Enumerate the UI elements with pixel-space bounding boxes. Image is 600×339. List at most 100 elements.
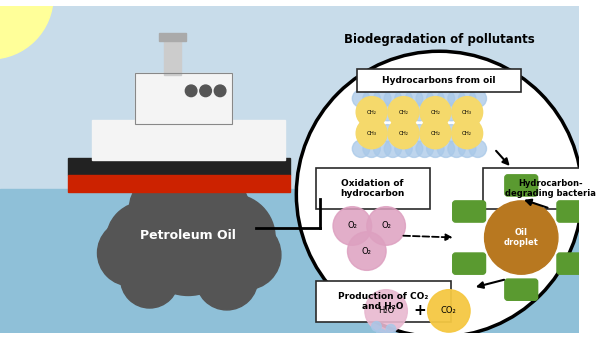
Circle shape — [427, 90, 444, 107]
Text: CH₂: CH₂ — [398, 131, 409, 136]
Bar — [164, 35, 181, 75]
Circle shape — [437, 90, 455, 107]
Circle shape — [374, 140, 391, 157]
FancyBboxPatch shape — [505, 175, 538, 196]
Circle shape — [352, 140, 370, 157]
FancyBboxPatch shape — [453, 201, 485, 222]
Circle shape — [458, 140, 476, 157]
Circle shape — [379, 125, 396, 142]
Circle shape — [452, 118, 482, 149]
Circle shape — [367, 207, 406, 245]
Circle shape — [428, 290, 470, 332]
Circle shape — [356, 97, 387, 127]
Text: CH₃: CH₃ — [367, 131, 377, 136]
Text: H₂O: H₂O — [378, 306, 394, 315]
Text: Petroleum Oil: Petroleum Oil — [140, 229, 236, 242]
Circle shape — [384, 90, 401, 107]
Circle shape — [406, 140, 423, 157]
FancyBboxPatch shape — [557, 201, 590, 222]
Text: O₂: O₂ — [381, 221, 391, 231]
Text: Hydrocarbons from oil: Hydrocarbons from oil — [382, 76, 496, 85]
Circle shape — [211, 220, 281, 290]
Circle shape — [406, 90, 423, 107]
Circle shape — [130, 174, 199, 243]
Circle shape — [0, 0, 53, 59]
Text: CH₂: CH₂ — [367, 109, 377, 115]
Circle shape — [411, 103, 428, 121]
Circle shape — [388, 118, 419, 149]
Bar — [68, 175, 290, 192]
Circle shape — [155, 160, 225, 230]
Text: +: + — [413, 303, 426, 318]
Text: CH₂: CH₂ — [462, 131, 472, 136]
Circle shape — [356, 118, 387, 149]
Circle shape — [469, 90, 487, 107]
Circle shape — [352, 90, 370, 107]
Circle shape — [416, 140, 433, 157]
Circle shape — [379, 103, 396, 121]
Circle shape — [371, 321, 381, 331]
Circle shape — [106, 202, 184, 279]
Text: Hydrocarbon-
degrading bacteria: Hydrocarbon- degrading bacteria — [505, 179, 596, 198]
Bar — [135, 74, 232, 124]
Circle shape — [384, 140, 401, 157]
Text: CH₂: CH₂ — [430, 131, 440, 136]
Circle shape — [121, 250, 179, 308]
Circle shape — [386, 324, 396, 334]
Circle shape — [138, 195, 238, 296]
Circle shape — [376, 329, 386, 339]
Text: CO₂: CO₂ — [441, 306, 457, 315]
Circle shape — [388, 97, 419, 127]
Circle shape — [416, 90, 433, 107]
Circle shape — [200, 85, 211, 97]
Circle shape — [443, 103, 460, 121]
Bar — [357, 68, 521, 92]
Polygon shape — [68, 158, 290, 175]
Bar — [0, 189, 579, 333]
Circle shape — [363, 140, 380, 157]
Text: O₂: O₂ — [347, 221, 357, 231]
Circle shape — [420, 97, 451, 127]
Circle shape — [176, 172, 249, 245]
Circle shape — [437, 140, 455, 157]
Text: Oil
droplet: Oil droplet — [504, 228, 539, 247]
Bar — [159, 33, 186, 41]
Bar — [92, 120, 285, 160]
FancyBboxPatch shape — [505, 279, 538, 300]
Circle shape — [427, 140, 444, 157]
Text: O₂: O₂ — [362, 246, 372, 256]
Circle shape — [420, 118, 451, 149]
Circle shape — [188, 194, 275, 281]
Circle shape — [469, 140, 487, 157]
Bar — [316, 281, 451, 321]
Circle shape — [448, 140, 465, 157]
Circle shape — [97, 220, 163, 286]
Text: CH₃: CH₃ — [462, 109, 472, 115]
Circle shape — [185, 85, 197, 97]
Circle shape — [196, 248, 258, 310]
FancyBboxPatch shape — [453, 253, 485, 274]
Bar — [135, 74, 232, 124]
Circle shape — [374, 90, 391, 107]
Circle shape — [363, 90, 380, 107]
Circle shape — [296, 51, 582, 337]
Circle shape — [443, 125, 460, 142]
Circle shape — [333, 207, 371, 245]
Circle shape — [458, 90, 476, 107]
Circle shape — [485, 201, 558, 274]
Bar — [316, 168, 430, 208]
FancyBboxPatch shape — [557, 253, 590, 274]
Bar — [482, 168, 600, 208]
Circle shape — [347, 232, 386, 271]
Circle shape — [452, 97, 482, 127]
Circle shape — [395, 140, 412, 157]
Circle shape — [395, 90, 412, 107]
Circle shape — [411, 125, 428, 142]
Circle shape — [365, 290, 407, 332]
Text: CH₂: CH₂ — [430, 109, 440, 115]
Text: Oxidation of
hydrocarbon: Oxidation of hydrocarbon — [340, 179, 405, 198]
Text: Production of CO₂
and H₂O: Production of CO₂ and H₂O — [338, 292, 428, 311]
Text: Biodegradation of pollutants: Biodegradation of pollutants — [344, 34, 535, 46]
Circle shape — [214, 85, 226, 97]
Circle shape — [448, 90, 465, 107]
